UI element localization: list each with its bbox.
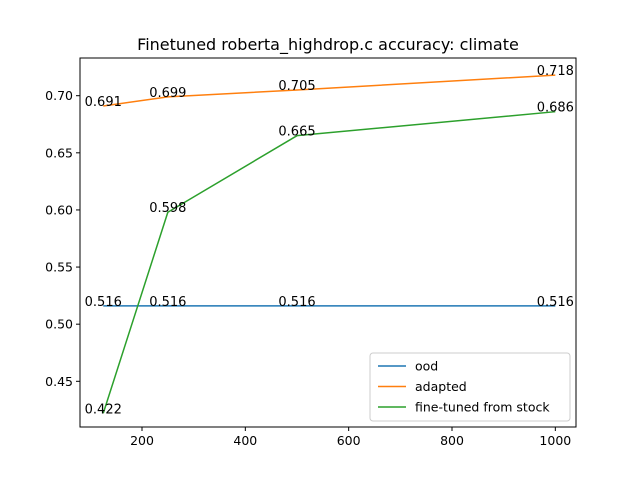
y-tick-label: 0.70 <box>45 88 73 103</box>
legend-entry: ood <box>415 359 438 374</box>
legend: ood adapted fine-tuned from stock <box>369 352 571 422</box>
y-tick-label: 0.50 <box>45 317 73 332</box>
plot-area <box>102 74 556 414</box>
y-tick-label: 0.55 <box>45 260 73 275</box>
y-axis: 0.45 0.50 0.55 0.60 0.65 0.70 <box>45 88 80 389</box>
data-label: 0.718 <box>537 64 574 79</box>
series-line-adapted <box>103 74 556 107</box>
legend-entry: fine-tuned from stock <box>415 400 550 415</box>
x-tick-label: 800 <box>440 433 464 448</box>
y-tick-label: 0.65 <box>45 145 73 160</box>
data-label: 0.516 <box>278 295 315 310</box>
chart-title: Finetuned roberta_highdrop.c accuracy: c… <box>137 35 519 55</box>
x-axis: 200 400 600 800 1000 <box>130 427 571 448</box>
x-tick-label: 600 <box>337 433 361 448</box>
data-label: 0.422 <box>85 402 122 417</box>
legend-box <box>369 352 571 422</box>
x-tick-label: 400 <box>233 433 257 448</box>
data-label: 0.691 <box>85 95 122 110</box>
axes-frame <box>79 57 577 428</box>
series-line-fine-tuned-from-stock <box>102 110 556 414</box>
data-label: 0.516 <box>537 295 574 310</box>
data-label: 0.598 <box>149 201 186 216</box>
data-label: 0.516 <box>85 295 122 310</box>
data-labels: 0.516 0.516 0.516 0.516 0.691 0.699 0.705 0.718… <box>85 64 574 417</box>
data-label: 0.686 <box>537 101 574 116</box>
legend-entry: adapted <box>415 379 467 394</box>
x-tick-label: 1000 <box>539 433 571 448</box>
y-tick-label: 0.45 <box>45 374 73 389</box>
data-label: 0.705 <box>278 79 315 94</box>
x-tick-label: 200 <box>130 433 154 448</box>
data-label: 0.699 <box>149 86 186 101</box>
y-tick-label: 0.60 <box>45 202 73 217</box>
data-label: 0.665 <box>278 125 315 140</box>
data-label: 0.516 <box>149 295 186 310</box>
